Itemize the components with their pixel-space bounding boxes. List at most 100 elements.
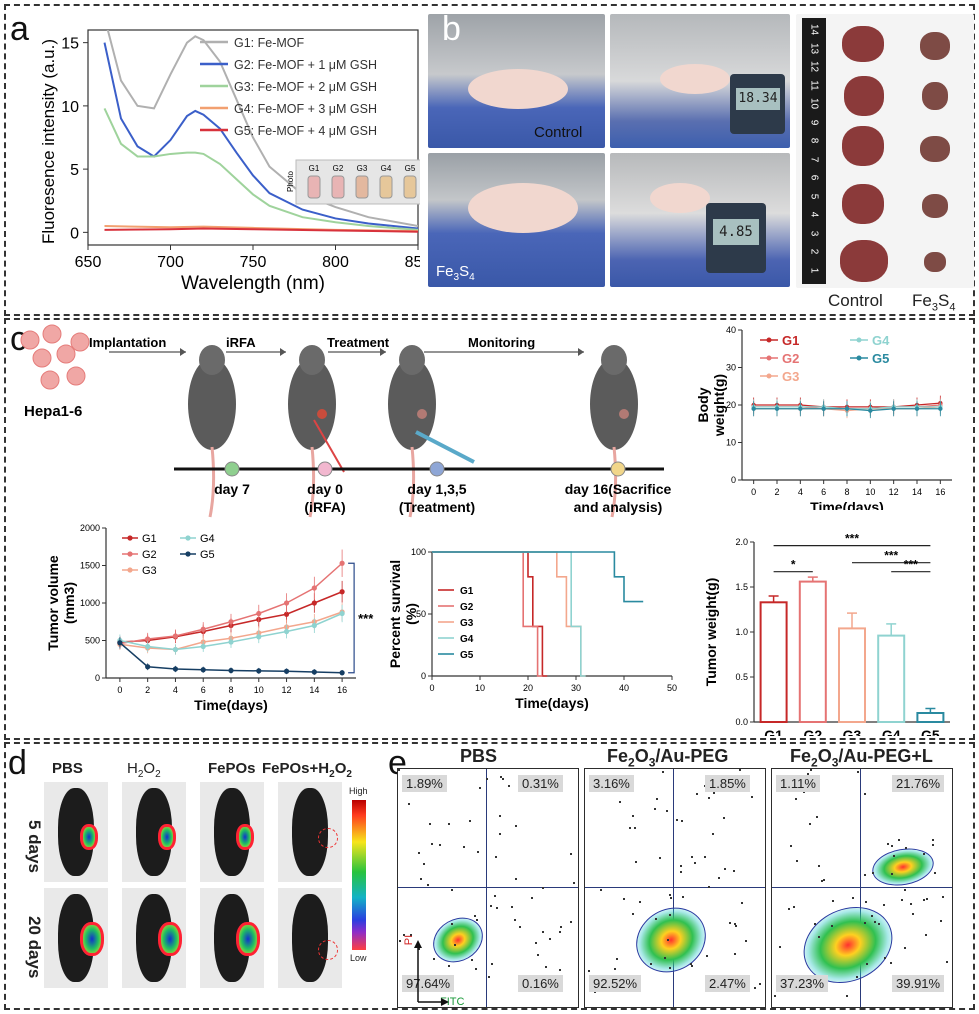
tumor-control-1 (842, 26, 884, 62)
tv-point (283, 600, 290, 606)
y-tick-label: 30 (726, 363, 736, 373)
flow-plot-3: 1.11% 21.76% 37.23% 39.91% (771, 768, 953, 1008)
photo-fe3s4-mouse: Fe3S4 (428, 153, 605, 287)
signal-spot (158, 922, 182, 956)
timeline-dot-3 (429, 461, 445, 477)
signal-spot (80, 922, 104, 956)
tv-point (228, 639, 234, 645)
flow-title-fe2o3-au-peg-l: Fe2O3/Au-PEG+L (790, 746, 933, 770)
tv-point (172, 633, 179, 639)
x-tick-label: 20 (523, 683, 533, 693)
imaging-mouse-r1-c4 (278, 782, 342, 882)
x-tick-label: 0 (429, 683, 434, 693)
x-tick-label: 0 (751, 487, 756, 497)
bar-label-G2: G2 (803, 727, 822, 736)
tv-point (283, 611, 290, 617)
bar-label-G3: G3 (843, 727, 862, 736)
tv-point (256, 634, 262, 640)
hepa-cell-1 (20, 330, 40, 350)
hepa-cell-6 (40, 370, 60, 390)
imaging-mouse-r2-c1 (44, 888, 108, 988)
sv-legend-2: G2 (460, 602, 474, 613)
signal-spot (80, 824, 98, 850)
y-axis-label: Tumor weight(g) (703, 578, 719, 687)
x-tick-label: 6 (201, 685, 206, 695)
bw-point (821, 406, 826, 411)
quadrant-label-p1-q4: 0.16% (518, 975, 563, 992)
tv-point (339, 670, 345, 676)
tv-significance-bracket (348, 562, 355, 674)
tv-point (145, 636, 151, 642)
tumor-control-4 (842, 184, 884, 224)
tv-point (311, 600, 317, 606)
imaging-mouse-r2-c3 (200, 888, 264, 988)
y-tick-label: 20 (726, 400, 736, 410)
tv-point (228, 619, 234, 625)
signal-spot (158, 824, 176, 850)
y-axis-label-1: Body (695, 387, 711, 422)
imaging-mouse-r1-c2 (122, 782, 186, 882)
bar-label-G5: G5 (921, 727, 940, 736)
y-axis-label-2: weight(g) (711, 374, 727, 437)
flow-plot-1: 1.89% 0.31% 97.64% 0.16% (397, 768, 579, 1008)
timeline-label-2: day 0 (307, 481, 343, 497)
imaging-mouse-r1-c3 (200, 782, 264, 882)
quadrant-label-p3-q4: 39.91% (892, 975, 945, 992)
inset-tube-2 (331, 175, 345, 199)
y-tick-label: 0 (70, 225, 79, 242)
bw-point (914, 406, 920, 411)
tumor-control-3 (842, 126, 884, 166)
flow-axis-fitc: FITC (440, 996, 465, 1008)
y-tick-label: 0 (731, 475, 736, 485)
panel-letter-c: c (10, 320, 27, 358)
photo-excised-tumors: 14 13 12 11 10 9 8 7 6 5 4 3 2 1 (796, 14, 974, 288)
sv-legend-3: G3 (460, 618, 474, 629)
y-tick-label: 100 (411, 547, 426, 557)
x-tick-label: 14 (912, 487, 922, 497)
tumor-fe3s4-5 (924, 252, 946, 272)
tv-point (228, 667, 234, 674)
flow-plot-2: 3.16% 1.85% 92.52% 2.47% (584, 768, 766, 1008)
timeline-label-4: day 16(Sacrifice (565, 481, 672, 497)
tumor-control-2 (844, 76, 884, 116)
tumor-fe3s4-4 (922, 194, 948, 218)
tv-point (256, 610, 262, 617)
color-scale-bar (352, 800, 366, 950)
y-tick-label: 0 (421, 671, 426, 681)
label-fe3s4: Fe3S4 (436, 263, 475, 283)
tv-legend-4: G4 (200, 533, 215, 545)
syringe (415, 430, 475, 464)
y-tick-label: 1.0 (735, 627, 748, 637)
photo-fe3s4-caliper: 4.85 (610, 153, 790, 287)
quadrant-label-p1-q2: 0.31% (518, 775, 563, 792)
ruler (802, 18, 826, 284)
tv-legend-2: G2 (142, 549, 157, 561)
sv-series-3 (432, 551, 586, 677)
ruler-numbers: 14 13 12 11 10 9 8 7 6 5 4 3 2 1 (802, 18, 826, 284)
tv-legend-3: G3 (142, 565, 157, 577)
inset-label: Photo (286, 171, 295, 192)
tumor-weight-chart: 0.0 0.5 1.0 1.5 2.0 Tumor weight(g) G1 G2 G3 G4 G5… (703, 532, 950, 736)
legend-entry-1: G1: Fe-MOF (234, 36, 305, 50)
y-tick-label: 0 (95, 673, 100, 683)
inset-tube-label-1: G1 (309, 164, 320, 173)
bw-point (798, 406, 803, 411)
bar-label-G1: G1 (764, 727, 783, 736)
x-tick-label: 12 (889, 487, 899, 497)
timeline-label-3: day 1,3,5 (407, 481, 466, 497)
quadrant-label-p2-q2: 1.85% (705, 775, 750, 792)
inset-tube-label-5: G5 (405, 164, 416, 173)
hepa-cell-7 (70, 332, 90, 352)
x-tick-label: 4 (798, 487, 803, 497)
timeline-sublabel-4: and analysis) (574, 499, 663, 515)
photo-control-caliper: 18.34 (610, 14, 790, 148)
ruler-number: 1 (808, 267, 820, 273)
tumor-fe3s4-2 (922, 82, 948, 110)
y-axis-label-1: Tumor volume (45, 555, 61, 651)
tv-point (145, 643, 151, 650)
row-20-days: 20 days (25, 916, 44, 979)
x-tick-label: 750 (240, 254, 267, 271)
x-tick-label: 10 (254, 685, 264, 695)
y-axis-label-1: Percent survival (387, 560, 403, 668)
sig-label-1: * (791, 558, 796, 572)
